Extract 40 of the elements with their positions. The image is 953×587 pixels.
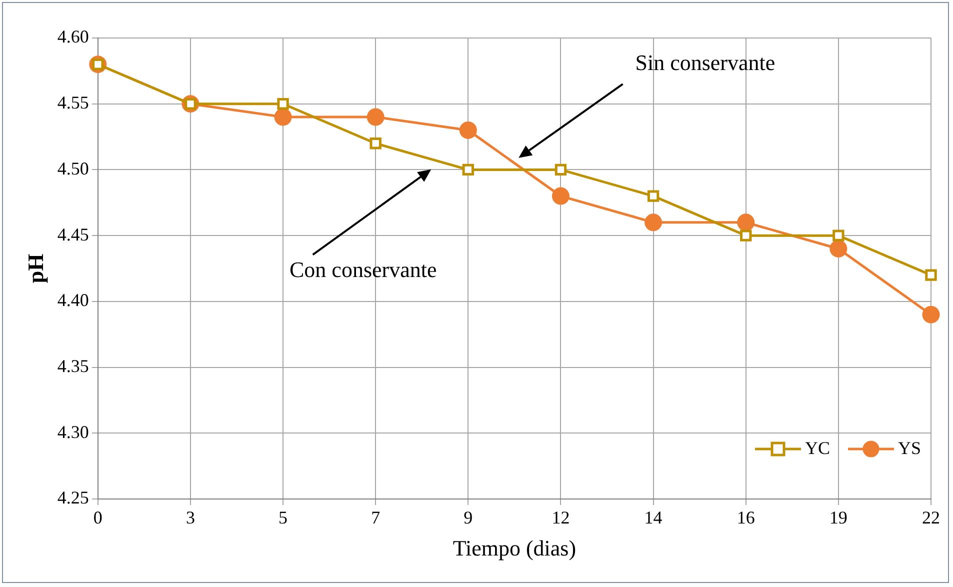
- point: [647, 190, 660, 202]
- x-tick-label: 14: [644, 508, 662, 528]
- point: [462, 164, 474, 176]
- point: [554, 164, 567, 176]
- x-tick-label: 0: [93, 508, 102, 528]
- point: [274, 108, 292, 126]
- point: [922, 306, 940, 324]
- x-tick-label: 9: [464, 508, 473, 528]
- x-tick-label: 16: [736, 508, 755, 528]
- x-tick-label: 5: [278, 508, 288, 528]
- y-tick-label: 4.30: [57, 422, 89, 442]
- point: [830, 240, 848, 258]
- x-tick-label: 22: [922, 508, 940, 528]
- y-tick-label: 4.25: [57, 488, 89, 508]
- legend-label: YS: [898, 438, 921, 459]
- legend-label: YC: [804, 438, 830, 459]
- point: [366, 108, 384, 126]
- point: [277, 98, 289, 110]
- point: [740, 230, 752, 242]
- x-tick-label: 12: [552, 508, 570, 528]
- point: [370, 138, 382, 150]
- x-tick-label: 7: [371, 508, 380, 528]
- annotation: Con conservante: [290, 256, 437, 283]
- y-tick-label: 4.40: [57, 290, 89, 310]
- y-axis-title: pH: [22, 254, 48, 284]
- y-tick-label: 4.45: [57, 224, 89, 244]
- y-tick-label: 4.35: [57, 356, 89, 376]
- x-tick-label: 19: [829, 508, 848, 528]
- point: [644, 214, 662, 232]
- point: [737, 214, 755, 232]
- y-tick-label: 4.60: [57, 26, 89, 47]
- point: [832, 230, 844, 242]
- x-axis-title: Tiempo (dias): [452, 536, 576, 561]
- point: [459, 121, 477, 139]
- annotation: Sin conservante: [635, 50, 776, 76]
- point: [925, 269, 937, 281]
- y-tick-label: 4.50: [57, 158, 89, 178]
- y-tick-label: 4.55: [57, 92, 89, 113]
- x-tick-label: 3: [186, 508, 195, 528]
- point: [552, 187, 570, 205]
